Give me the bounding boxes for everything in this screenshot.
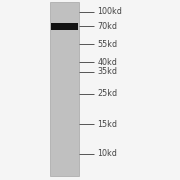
Text: 35kd: 35kd bbox=[97, 68, 117, 76]
Bar bbox=[51, 23, 78, 30]
Text: 10kd: 10kd bbox=[97, 149, 117, 158]
Bar bbox=[50, 2, 79, 176]
Text: 55kd: 55kd bbox=[97, 40, 117, 49]
Text: 15kd: 15kd bbox=[97, 120, 117, 129]
Text: 25kd: 25kd bbox=[97, 89, 117, 98]
Text: 100kd: 100kd bbox=[97, 7, 122, 16]
Text: 40kd: 40kd bbox=[97, 58, 117, 67]
Text: 70kd: 70kd bbox=[97, 22, 117, 31]
